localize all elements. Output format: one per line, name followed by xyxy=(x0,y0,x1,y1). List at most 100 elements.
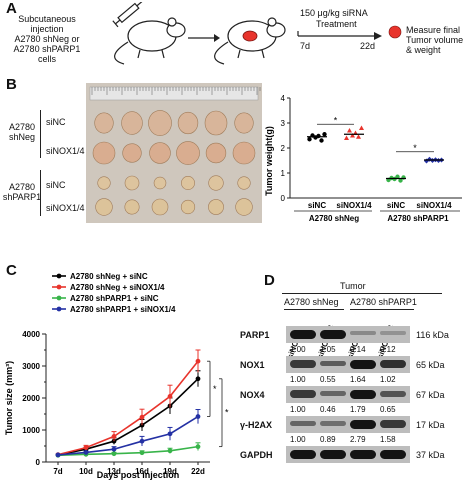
group-label: A2780 shPARP1 xyxy=(387,214,449,223)
wb-group-shparp1: A2780 shPARP1 xyxy=(350,297,417,307)
blot-band xyxy=(290,420,316,426)
y-tick-label: 0 xyxy=(281,194,286,203)
data-point xyxy=(139,450,145,456)
blot-band xyxy=(290,330,316,339)
header-line xyxy=(282,293,442,294)
tumor-sample xyxy=(153,176,167,190)
tumor-sample xyxy=(205,142,227,164)
blot-band xyxy=(350,420,376,429)
tumor-sample xyxy=(95,198,113,216)
data-point xyxy=(139,422,145,428)
tumor-sample xyxy=(180,199,196,215)
tumor-sample xyxy=(232,141,256,165)
data-point xyxy=(195,414,201,419)
tumor-size-ylabel: Tumor size (mm³) xyxy=(4,361,14,435)
weight-point xyxy=(344,135,349,140)
blot-strip xyxy=(286,416,410,433)
tumor-size-chart: 0 1000 2000 3000 4000 7d 10d 13d 16d 19d 22d * * A2… xyxy=(4,272,229,480)
tumor-weight-chart: 0 1 2 3 4 siNC siNOX1/4 siNC siNOX1/4 A2780 shNeg… xyxy=(264,94,462,223)
weight-point xyxy=(395,174,400,179)
blot-strip xyxy=(286,386,410,403)
tumor-sample xyxy=(121,111,143,135)
weight-point xyxy=(359,125,364,130)
weight-point xyxy=(398,178,403,183)
legend-label: A2780 shNeg + siNOX1/4 xyxy=(70,283,165,292)
tumor-sample xyxy=(124,199,140,215)
y-tick-label: 2 xyxy=(281,144,286,153)
group-label-shneg: A2780 shNeg xyxy=(4,122,40,142)
quant-value: 0.55 xyxy=(320,375,336,384)
data-point xyxy=(195,376,201,382)
quant-value: 1.64 xyxy=(350,375,366,384)
sig-star: * xyxy=(213,384,217,394)
quant-value: 1.79 xyxy=(350,405,366,414)
quant-value: 0.65 xyxy=(380,405,396,414)
data-point xyxy=(139,438,145,444)
y-tick-label: 0 xyxy=(36,458,41,467)
tumor-sample xyxy=(208,199,224,215)
group-line: shPARP1 xyxy=(2,192,42,202)
measure-line: & weight xyxy=(406,45,441,55)
quant-value: 2.79 xyxy=(350,435,366,444)
weight-ylabel: Tumor weight(g) xyxy=(264,126,274,196)
tumor-photo xyxy=(86,83,262,223)
legend-marker xyxy=(56,306,62,312)
tumor-label: Tumor xyxy=(340,281,366,291)
data-point xyxy=(195,444,201,450)
protein-label: PARP1 xyxy=(240,330,270,340)
tumor-photo-drawing xyxy=(89,86,261,216)
tumor-icon xyxy=(242,30,258,42)
weight-point xyxy=(350,133,355,138)
group-line: A2780 xyxy=(8,122,36,132)
legend-marker xyxy=(56,273,62,279)
x-tick-label: 13d xyxy=(107,467,121,476)
injection-line: Subcutaneous xyxy=(18,14,76,24)
tumor-sample xyxy=(149,142,171,164)
data-point xyxy=(139,414,145,420)
quant-value: 0.12 xyxy=(380,345,396,354)
tumor-sample xyxy=(122,143,142,163)
tumor-sample xyxy=(237,176,251,190)
weight-point xyxy=(347,128,352,133)
y-tick-label: 4000 xyxy=(22,330,40,339)
data-point xyxy=(111,446,117,452)
sig-star: * xyxy=(225,408,229,418)
y-tick-label: 3000 xyxy=(22,362,40,371)
blot-band xyxy=(350,450,376,459)
group-bracket xyxy=(40,170,41,216)
blot-strip xyxy=(286,356,410,373)
group-label-shparp1: A2780 shPARP1 xyxy=(2,182,42,202)
measure-line: Tumor volume xyxy=(406,35,464,45)
x-tick-label: 10d xyxy=(79,467,93,476)
y-tick-label: 1000 xyxy=(22,426,40,435)
tumor-sample xyxy=(177,111,199,135)
legend-marker xyxy=(56,295,62,301)
series-line xyxy=(57,360,199,456)
quant-value: 1.02 xyxy=(380,375,396,384)
blot-band xyxy=(380,331,406,336)
blot-band xyxy=(320,330,346,339)
blot-band xyxy=(380,390,406,397)
protein-label: NOX1 xyxy=(240,360,265,370)
quant-value: 0.46 xyxy=(320,405,336,414)
western-blot: PARP1 116 kDa 1.00 1.05 0.14 0.12 NOX1 65 kDa 1.… xyxy=(240,326,474,476)
blot-band xyxy=(380,360,406,368)
row-label: siNOX1/4 xyxy=(46,146,85,156)
y-tick-label: 2000 xyxy=(22,394,40,403)
legend-label: A2780 shPARP1 + siNC xyxy=(70,294,159,303)
tumor-sample xyxy=(235,198,253,216)
legend-label: A2780 shPARP1 + siNOX1/4 xyxy=(70,305,176,314)
weight-point xyxy=(307,137,312,142)
quant-value: 1.00 xyxy=(290,375,306,384)
quant-value: 1.00 xyxy=(290,345,306,354)
panel-c-letter: C xyxy=(6,262,17,279)
blot-band xyxy=(320,421,346,426)
data-point xyxy=(83,450,89,455)
row-label: siNOX1/4 xyxy=(46,203,85,213)
group-bracket xyxy=(40,110,41,158)
blot-band xyxy=(350,331,376,336)
protein-label: GAPDH xyxy=(240,450,273,460)
kda-label: 67 kDa xyxy=(416,390,445,400)
injection-line: A2780 shNeg or xyxy=(14,34,80,44)
x-tick-label: siNC xyxy=(308,201,326,210)
